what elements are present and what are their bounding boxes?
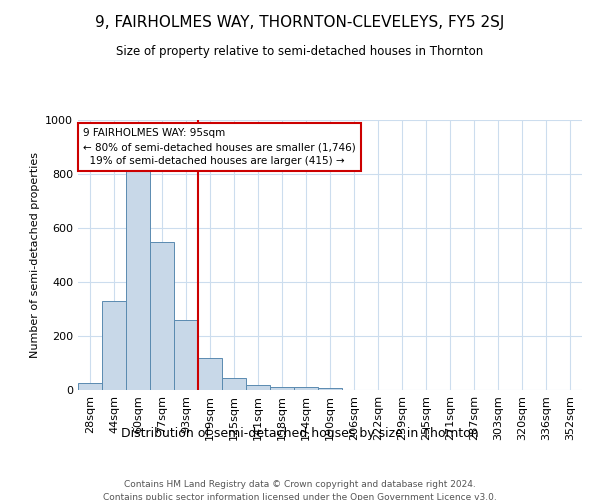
Bar [78, 383, 102, 390]
Text: 9, FAIRHOLMES WAY, THORNTON-CLEVELEYS, FY5 2SJ: 9, FAIRHOLMES WAY, THORNTON-CLEVELEYS, F… [95, 15, 505, 30]
Bar [246, 384, 270, 390]
Bar [222, 378, 246, 390]
Text: Distribution of semi-detached houses by size in Thornton: Distribution of semi-detached houses by … [121, 428, 479, 440]
Bar [198, 358, 222, 390]
Bar [174, 320, 198, 390]
Bar [270, 388, 294, 390]
Bar [294, 388, 318, 390]
Text: 9 FAIRHOLMES WAY: 95sqm
← 80% of semi-detached houses are smaller (1,746)
  19% : 9 FAIRHOLMES WAY: 95sqm ← 80% of semi-de… [83, 128, 356, 166]
Bar [126, 166, 150, 390]
Text: Contains HM Land Registry data © Crown copyright and database right 2024.
Contai: Contains HM Land Registry data © Crown c… [103, 480, 497, 500]
Text: Size of property relative to semi-detached houses in Thornton: Size of property relative to semi-detach… [116, 45, 484, 58]
Bar [102, 301, 126, 390]
Bar [150, 242, 174, 390]
Bar [318, 388, 342, 390]
Y-axis label: Number of semi-detached properties: Number of semi-detached properties [29, 152, 40, 358]
